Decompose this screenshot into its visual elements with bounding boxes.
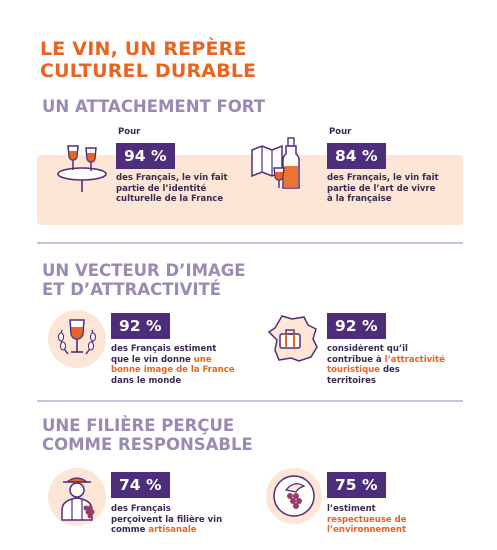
stat-5-value: 74 % (111, 472, 170, 498)
wine-glasses-table-icon (52, 140, 112, 192)
map-wine-bottle-icon (248, 136, 312, 192)
grapes-leaf-icon (266, 468, 322, 524)
stat-6-value: 75 % (327, 472, 386, 498)
stat-1-description: des Français, le vin fait partie de l’id… (116, 173, 228, 204)
stat-1-pour: Pour (118, 127, 141, 137)
page-title-line-2: CULTUREL DURABLE (40, 60, 257, 82)
section-divider (37, 400, 463, 402)
stat-4-description: considèrent qu’il contribue à l’attracti… (327, 344, 445, 386)
stat-1-value: 94 % (116, 143, 175, 169)
stat-2-value: 84 % (327, 143, 386, 169)
page-title: LE VIN, UN REPÈRE CULTUREL DURABLE (40, 38, 256, 82)
section-title-responsable: UNE FILIÈRE PERÇUE COMME RESPONSABLE (42, 416, 253, 454)
section-divider (37, 242, 463, 244)
stat-6-description: l’estiment respectueuse de l’environneme… (327, 504, 407, 535)
section-title-image: UN VECTEUR D’IMAGE ET D’ATTRACTIVITÉ (42, 261, 246, 299)
stat-2-pour: Pour (329, 127, 352, 137)
section-title-attachement: UN ATTACHEMENT FORT (42, 97, 266, 116)
winegrower-icon (48, 468, 106, 526)
stat-5-description: des Français perçoivent la filière vin c… (111, 504, 223, 535)
stat-3-description: des Français estiment que le vin donne u… (111, 344, 235, 386)
france-map-suitcase-icon (262, 310, 322, 368)
stat-3-value: 92 % (111, 313, 170, 339)
stat-4-value: 92 % (327, 313, 386, 339)
stat-2-description: des Français, le vin fait partie de l’ar… (327, 173, 439, 204)
wine-glass-laurel-icon (48, 310, 106, 368)
stats-band (37, 155, 463, 225)
page-title-line-1: LE VIN, UN REPÈRE (40, 38, 247, 60)
